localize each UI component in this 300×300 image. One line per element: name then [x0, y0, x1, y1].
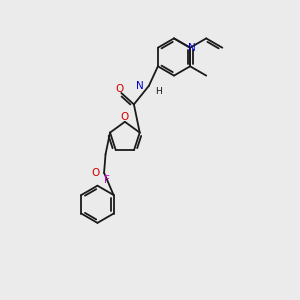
Text: N: N [136, 81, 143, 92]
Text: F: F [103, 175, 109, 185]
Text: O: O [121, 112, 129, 122]
Text: N: N [188, 43, 196, 53]
Text: O: O [92, 168, 100, 178]
Text: O: O [116, 84, 124, 94]
Text: H: H [155, 87, 162, 96]
